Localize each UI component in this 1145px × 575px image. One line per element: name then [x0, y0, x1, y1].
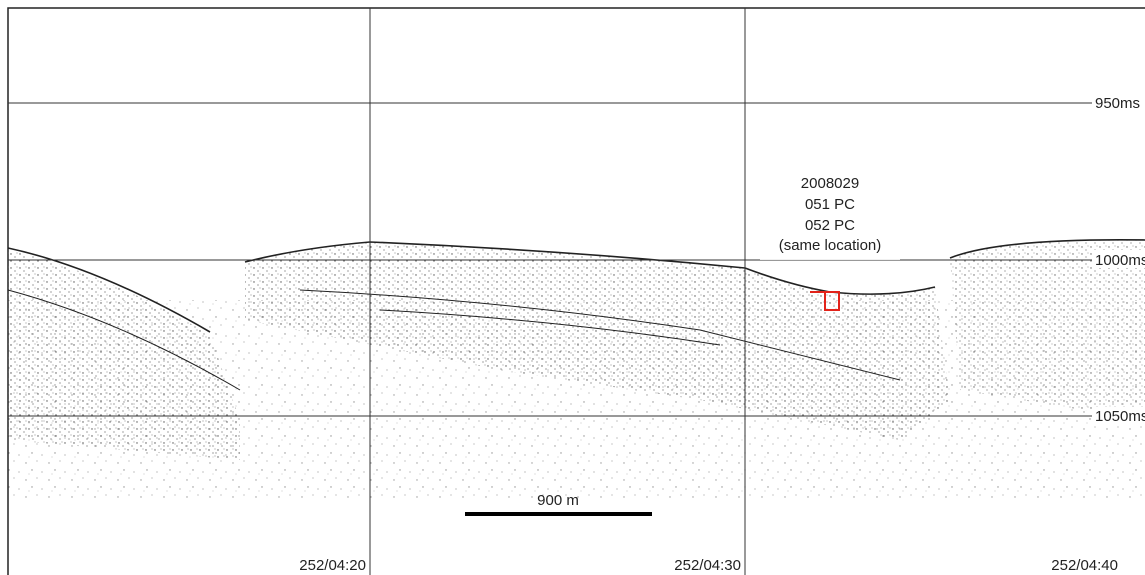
time-label: 1000ms: [1095, 252, 1145, 269]
label-bg: [1092, 407, 1145, 425]
reflector: [299, 289, 901, 381]
annotation: 2008029 051 PC 052 PC (same location): [779, 175, 882, 254]
core-id: 052 PC: [805, 217, 855, 234]
core-marker: [810, 291, 840, 311]
label-bg: [1092, 94, 1145, 112]
reflector: [379, 309, 721, 346]
cruise-id: 2008029: [801, 175, 859, 192]
core-id: 051 PC: [805, 196, 855, 213]
seafloor: [7, 247, 211, 333]
grid: [8, 8, 1145, 575]
shot-label: 252/04:40: [1051, 557, 1118, 574]
seafloor: [949, 239, 1145, 259]
location-note: (same location): [779, 237, 882, 254]
time-label: 1050ms: [1095, 408, 1145, 425]
label-bg: [1092, 250, 1145, 268]
shot-label: 252/04:30: [674, 557, 741, 574]
reflector: [7, 289, 241, 391]
time-label: 950ms: [1095, 95, 1140, 112]
noise: [8, 300, 1145, 500]
shot-label: 252/04:20: [299, 557, 366, 574]
marker-box: [824, 291, 840, 311]
annotation-bg: [760, 165, 900, 260]
scale-label: 900 m: [537, 492, 579, 509]
reflectors: [7, 239, 1145, 391]
